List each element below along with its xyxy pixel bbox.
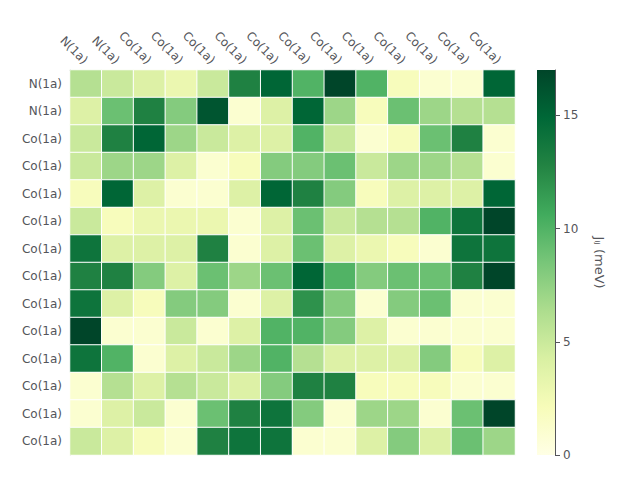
svg-text:N(1a): N(1a) <box>57 34 90 67</box>
svg-text:Co(1a): Co(1a) <box>22 159 62 173</box>
svg-text:Co(1a): Co(1a) <box>275 29 313 67</box>
svg-text:15: 15 <box>563 108 578 122</box>
svg-text:Co(1a): Co(1a) <box>22 242 62 256</box>
svg-text:Co(1a): Co(1a) <box>307 29 345 67</box>
svg-text:Co(1a): Co(1a) <box>212 29 250 67</box>
svg-text:Co(1a): Co(1a) <box>22 324 62 338</box>
svg-text:Co(1a): Co(1a) <box>402 29 440 67</box>
svg-text:N(1a): N(1a) <box>89 33 123 67</box>
svg-text:Co(1a): Co(1a) <box>22 434 62 448</box>
svg-text:Co(1a): Co(1a) <box>22 297 62 311</box>
svg-text:Jᵢⱼ (meV): Jᵢⱼ (meV) <box>592 235 607 288</box>
svg-text:Co(1a): Co(1a) <box>339 29 377 67</box>
svg-text:Co(1a): Co(1a) <box>22 379 62 393</box>
svg-text:N(1a): N(1a) <box>29 104 62 118</box>
svg-text:Co(1a): Co(1a) <box>370 29 408 67</box>
svg-text:Co(1a): Co(1a) <box>434 29 472 67</box>
svg-text:Co(1a): Co(1a) <box>22 132 62 146</box>
svg-text:5: 5 <box>563 335 571 349</box>
svg-text:N(1a): N(1a) <box>29 77 62 91</box>
svg-text:Co(1a): Co(1a) <box>243 29 281 67</box>
svg-text:Co(1a): Co(1a) <box>22 269 62 283</box>
svg-text:Co(1a): Co(1a) <box>22 214 62 228</box>
svg-text:Co(1a): Co(1a) <box>22 187 62 201</box>
svg-text:Co(1a): Co(1a) <box>116 29 154 67</box>
svg-text:Co(1a): Co(1a) <box>466 29 504 67</box>
svg-text:Co(1a): Co(1a) <box>180 29 218 67</box>
svg-text:10: 10 <box>563 222 578 236</box>
svg-text:Co(1a): Co(1a) <box>22 407 62 421</box>
svg-text:Co(1a): Co(1a) <box>148 29 186 67</box>
svg-text:Co(1a): Co(1a) <box>22 352 62 366</box>
svg-text:0: 0 <box>563 448 571 462</box>
